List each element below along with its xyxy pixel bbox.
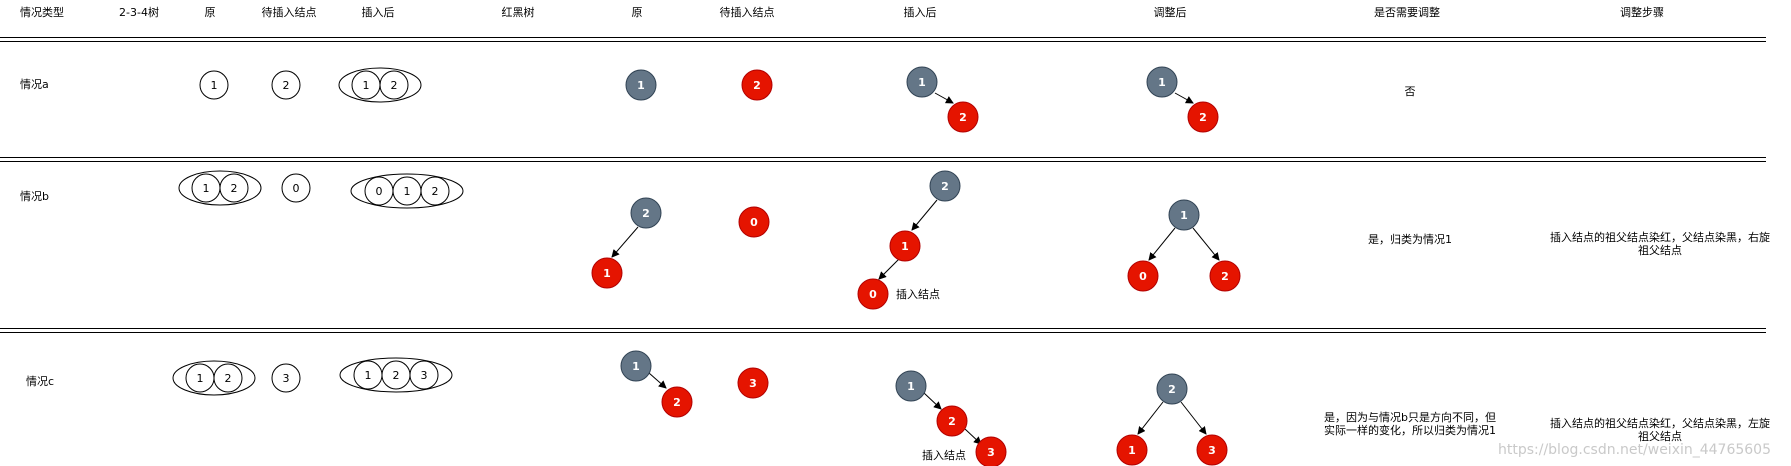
row-a-234-orig-node: 1 (199, 70, 229, 100)
svg-text:2: 2 (642, 207, 650, 220)
svg-text:2: 2 (941, 180, 949, 193)
header-adjusted: 调整后 (1153, 6, 1187, 19)
svg-text:1: 1 (918, 76, 926, 89)
svg-text:3: 3 (749, 377, 757, 390)
row-b-steps-line2: 祖父结点 (1638, 244, 1682, 257)
header-rb-orig: 原 (631, 6, 643, 19)
separator-low-2 (0, 332, 1766, 333)
row-c-steps-line1: 插入结点的祖父结点染红，父结点染黑，左旋 (1550, 417, 1770, 430)
header-rb-after-insert: 插入后 (903, 6, 937, 19)
header-case-type: 情况类型 (20, 6, 64, 19)
svg-text:2: 2 (948, 415, 956, 428)
svg-text:1: 1 (203, 182, 210, 195)
row-c-rb-after-tree: 1 2 3 插入结点 (895, 370, 1007, 466)
svg-text:1: 1 (637, 79, 645, 92)
svg-text:1: 1 (1180, 209, 1188, 222)
header-need-adjust: 是否需要调整 (1374, 6, 1440, 19)
separator-low-1 (0, 328, 1766, 329)
separator-mid-2 (0, 161, 1766, 162)
row-c-rb-insert-node: 3 (737, 367, 769, 399)
svg-text:3: 3 (421, 369, 428, 382)
svg-text:2: 2 (225, 372, 232, 385)
row-b-234-insert-node: 0 (281, 173, 311, 203)
watermark: https://blog.csdn.net/weixin_44765605 (1497, 442, 1771, 458)
svg-text:1: 1 (603, 267, 611, 280)
svg-text:2: 2 (1221, 270, 1229, 283)
row-c-234-insert-node: 3 (271, 363, 301, 393)
svg-text:2: 2 (959, 111, 967, 124)
svg-text:2: 2 (432, 185, 439, 198)
separator-top-1 (0, 37, 1766, 38)
svg-text:3: 3 (283, 372, 290, 385)
row-label-b: 情况b (20, 190, 49, 203)
row-a-rb-orig-node: 1 (625, 69, 657, 101)
header-after-insert: 插入后 (361, 6, 395, 19)
svg-text:1: 1 (365, 369, 372, 382)
svg-text:3: 3 (1208, 444, 1216, 457)
row-c-234-after-node: 1 2 3 (339, 357, 453, 393)
row-c-need-line2: 实际一样的变化，所以归类为情况1 (1324, 424, 1496, 437)
svg-text:2: 2 (283, 79, 290, 92)
svg-text:2: 2 (231, 182, 238, 195)
svg-text:0: 0 (293, 182, 300, 195)
svg-text:1: 1 (363, 79, 370, 92)
svg-text:0: 0 (750, 216, 758, 229)
svg-text:0: 0 (376, 185, 383, 198)
row-b-insert-note: 插入结点 (896, 287, 940, 301)
svg-text:1: 1 (901, 240, 909, 253)
svg-text:1: 1 (197, 372, 204, 385)
header-to-insert: 待插入结点 (261, 6, 317, 19)
svg-text:0: 0 (869, 288, 877, 301)
row-label-a: 情况a (20, 78, 49, 91)
row-c-rb-adjusted-tree: 2 1 3 (1116, 373, 1228, 466)
row-b-rb-insert-node: 0 (738, 206, 770, 238)
svg-text:3: 3 (987, 446, 995, 459)
row-a-rb-insert-node: 2 (741, 69, 773, 101)
svg-text:1: 1 (211, 79, 218, 92)
row-b-need-adjust: 是，归类为情况1 (1368, 233, 1452, 246)
row-b-steps-line1: 插入结点的祖父结点染红，父结点染黑，右旋 (1550, 231, 1770, 244)
svg-text:2: 2 (753, 79, 761, 92)
svg-text:1: 1 (1128, 444, 1136, 457)
row-a-rb-after-tree: 1 2 (906, 66, 979, 133)
svg-text:2: 2 (391, 79, 398, 92)
svg-text:1: 1 (907, 380, 915, 393)
row-c-rb-orig-tree: 1 2 (620, 350, 693, 418)
row-b-rb-after-tree: 2 1 0 插入结点 (857, 170, 961, 310)
separator-mid-1 (0, 157, 1766, 158)
svg-text:2: 2 (1168, 383, 1176, 396)
svg-text:0: 0 (1139, 270, 1147, 283)
row-c-steps-line2: 祖父结点 (1638, 430, 1682, 443)
row-label-c: 情况c (26, 375, 55, 388)
svg-text:2: 2 (1199, 111, 1207, 124)
row-b-234-after-node: 0 1 2 (350, 173, 464, 209)
svg-text:1: 1 (404, 185, 411, 198)
header-orig: 原 (204, 6, 216, 19)
svg-text:2: 2 (393, 369, 400, 382)
separator-top-2 (0, 41, 1766, 42)
svg-text:2: 2 (673, 396, 681, 409)
header-steps: 调整步骤 (1620, 6, 1664, 19)
row-c-insert-note: 插入结点 (922, 448, 966, 462)
row-b-rb-orig-tree: 2 1 (591, 197, 662, 289)
row-c-234-orig-node: 1 2 (172, 360, 256, 396)
row-a-need-adjust: 否 (1404, 85, 1416, 98)
row-c-need-line1: 是，因为与情况b只是方向不同，但 (1324, 411, 1496, 424)
svg-text:1: 1 (632, 360, 640, 373)
row-a-rb-adjusted-tree: 1 2 (1146, 66, 1219, 133)
header-rb-to-insert: 待插入结点 (719, 6, 775, 19)
header-rb-tree: 红黑树 (501, 6, 535, 19)
svg-text:1: 1 (1158, 76, 1166, 89)
header-234-tree: 2-3-4树 (119, 6, 159, 19)
row-a-234-after-node: 1 2 (338, 67, 422, 103)
row-b-rb-adjusted-tree: 1 0 2 (1127, 199, 1241, 292)
row-a-234-insert-node: 2 (271, 70, 301, 100)
row-b-234-orig-node: 1 2 (178, 170, 262, 206)
